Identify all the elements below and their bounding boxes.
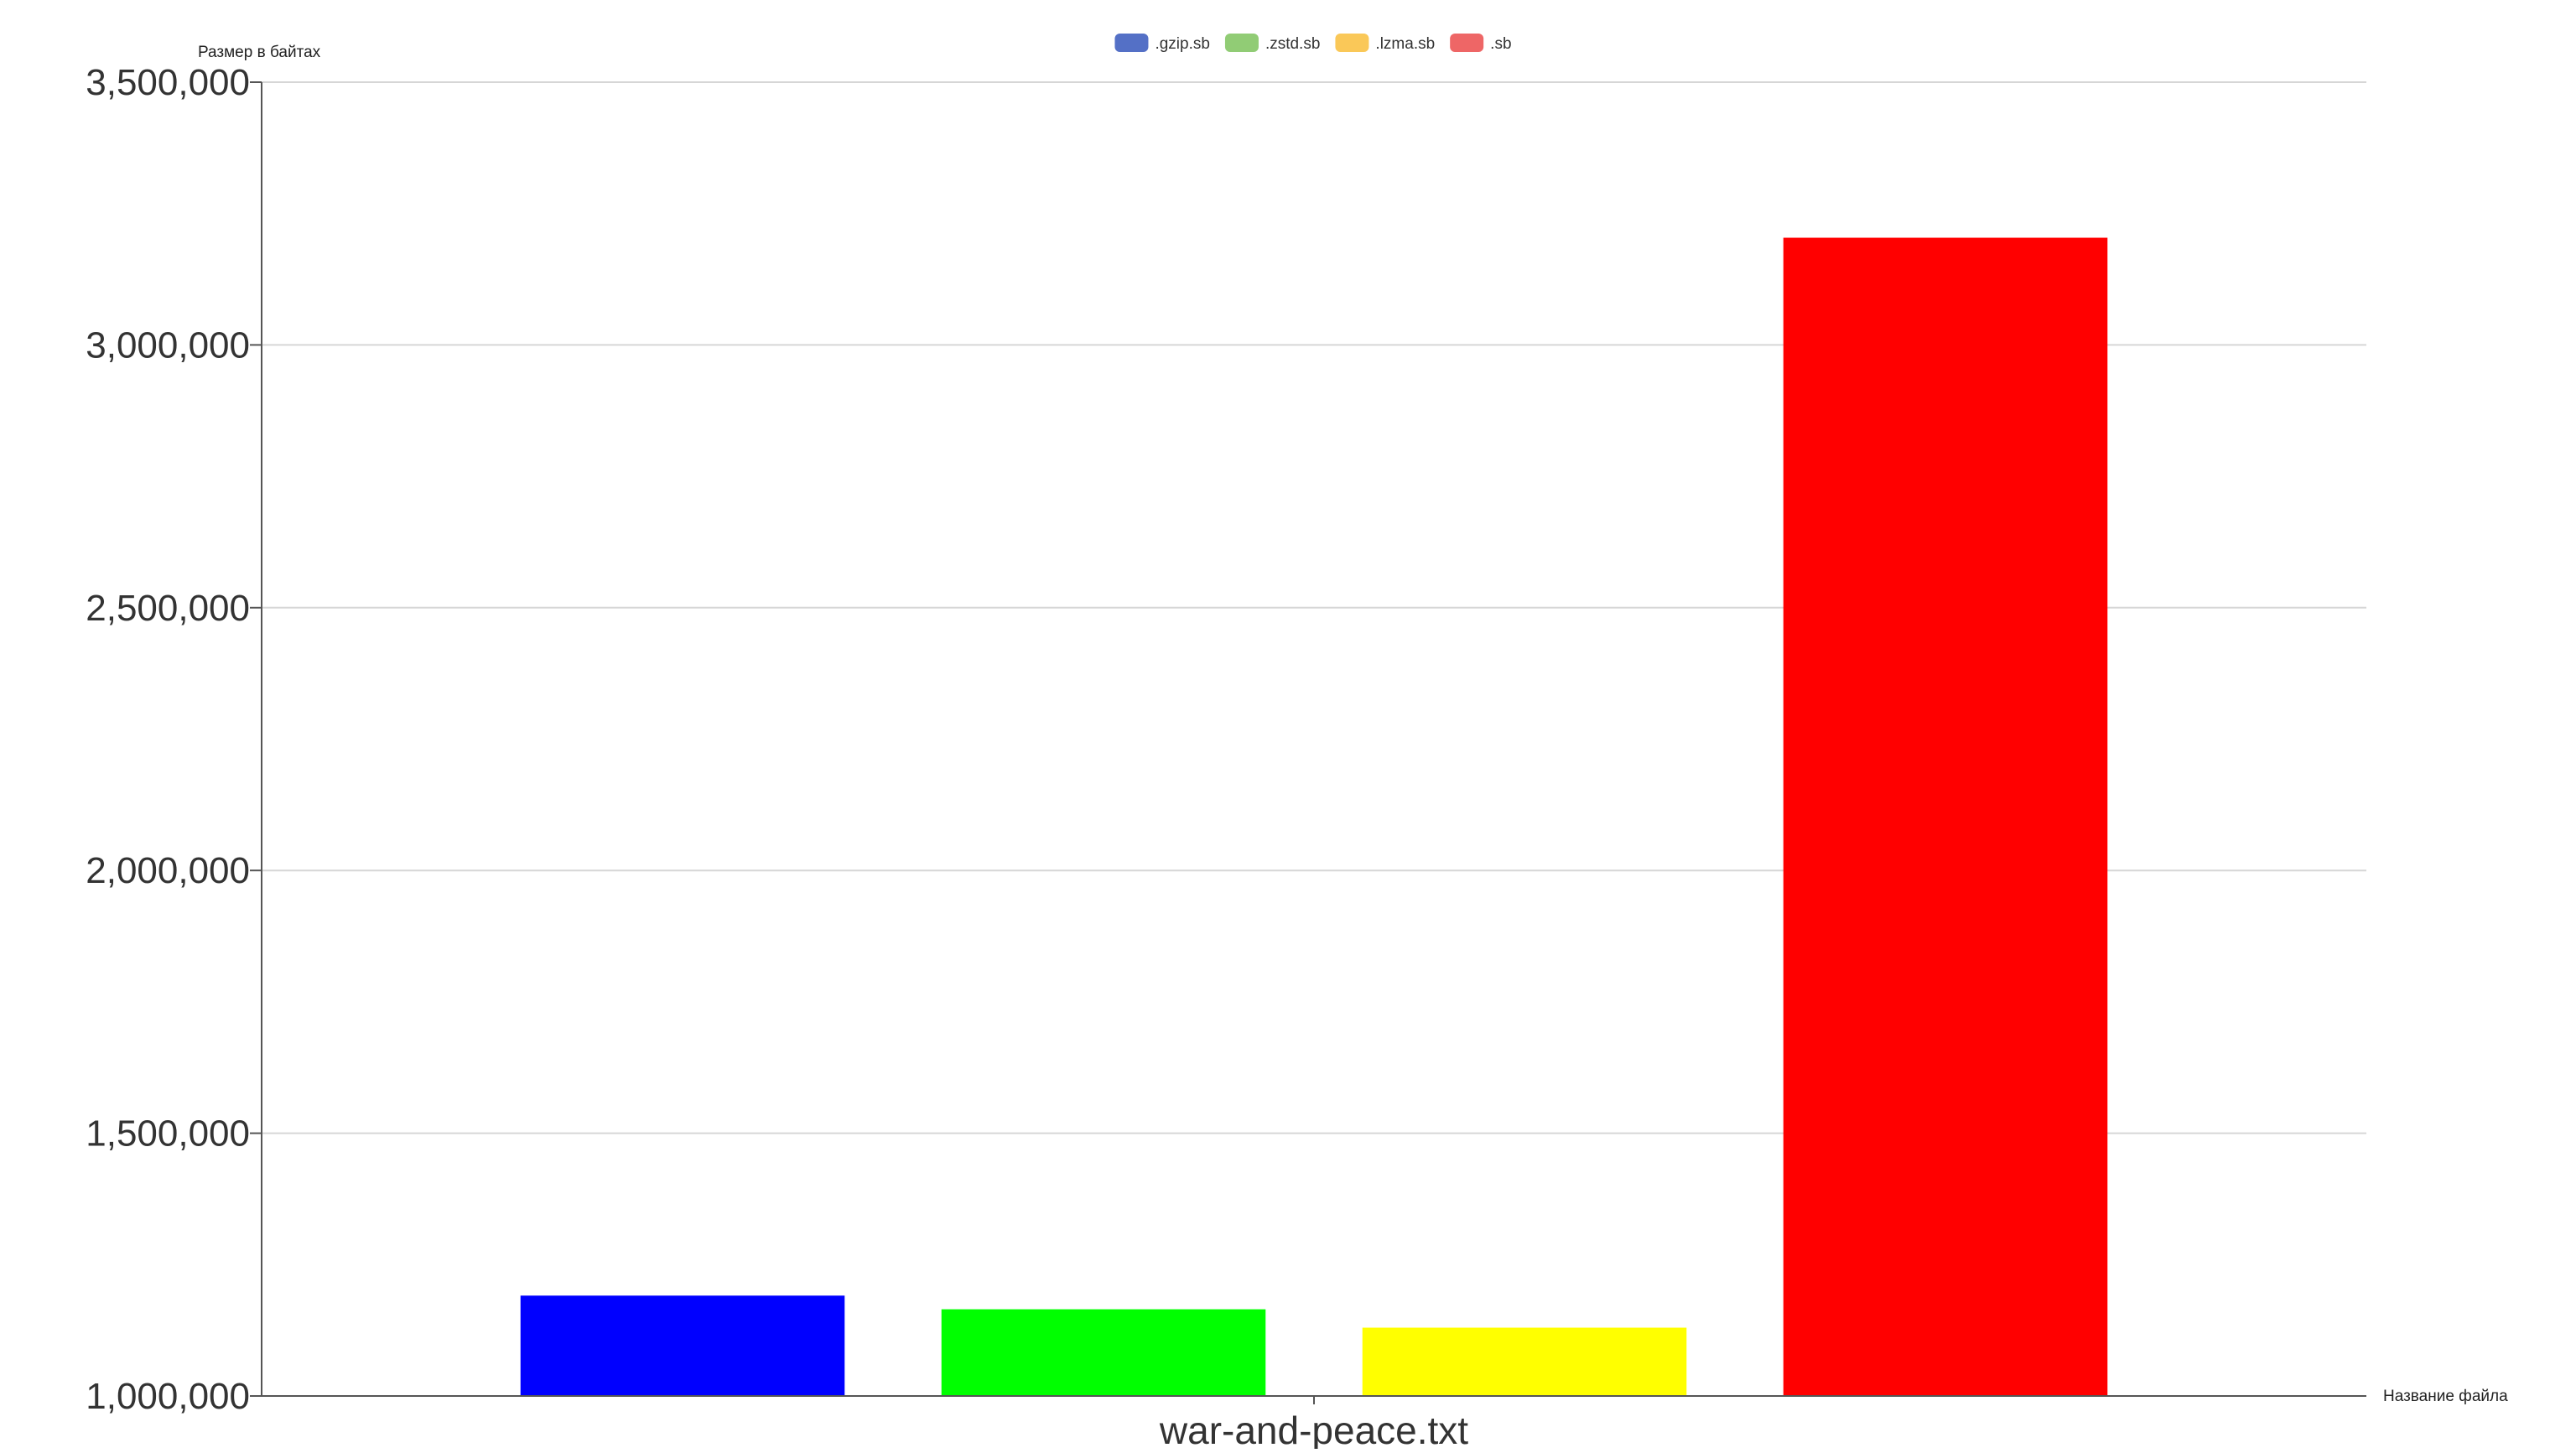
y-tick-label: 3,000,000 [86, 324, 250, 366]
bar-sb[interactable] [1783, 237, 2108, 1396]
y-tick-label: 1,500,000 [86, 1113, 250, 1155]
legend-swatch [1224, 34, 1259, 52]
legend-swatch [1450, 34, 1484, 52]
axes: 1,000,000 1,500,000 2,000,000 2,500,000 3,00… [86, 62, 2366, 1452]
legend-item-lzma-sb[interactable]: .lzma.sb [1335, 34, 1435, 53]
legend-item-sb[interactable]: .sb [1450, 34, 1512, 53]
legend-item-gzip-sb[interactable]: .gzip.sb [1114, 34, 1210, 53]
legend-swatch [1335, 34, 1369, 52]
y-tick-label: 3,500,000 [86, 62, 250, 103]
legend-label: .sb [1490, 35, 1511, 53]
x-tick-label: war-and-peace.txt [1159, 1409, 1468, 1449]
legend-item-zstd-sb[interactable]: .zstd.sb [1224, 34, 1320, 53]
legend-label: .lzma.sb [1375, 35, 1435, 53]
y-axis-title: Размер в байтах [198, 44, 321, 61]
x-axis-title: Название файла [2383, 1388, 2508, 1405]
y-tick-label: 2,500,000 [86, 588, 250, 629]
legend-label: .zstd.sb [1265, 35, 1320, 53]
bar-lzma-sb[interactable] [1362, 1327, 1687, 1396]
bars [520, 237, 2108, 1396]
bar-gzip-sb[interactable] [520, 1295, 845, 1396]
legend: .gzip.sb .zstd.sb .lzma.sb .sb [1114, 34, 1512, 53]
legend-label: .gzip.sb [1155, 35, 1209, 53]
bar-zstd-sb[interactable] [941, 1309, 1266, 1396]
legend-swatch [1114, 34, 1149, 52]
y-tick-label: 2,000,000 [86, 850, 250, 891]
y-tick-label: 1,000,000 [86, 1376, 250, 1417]
